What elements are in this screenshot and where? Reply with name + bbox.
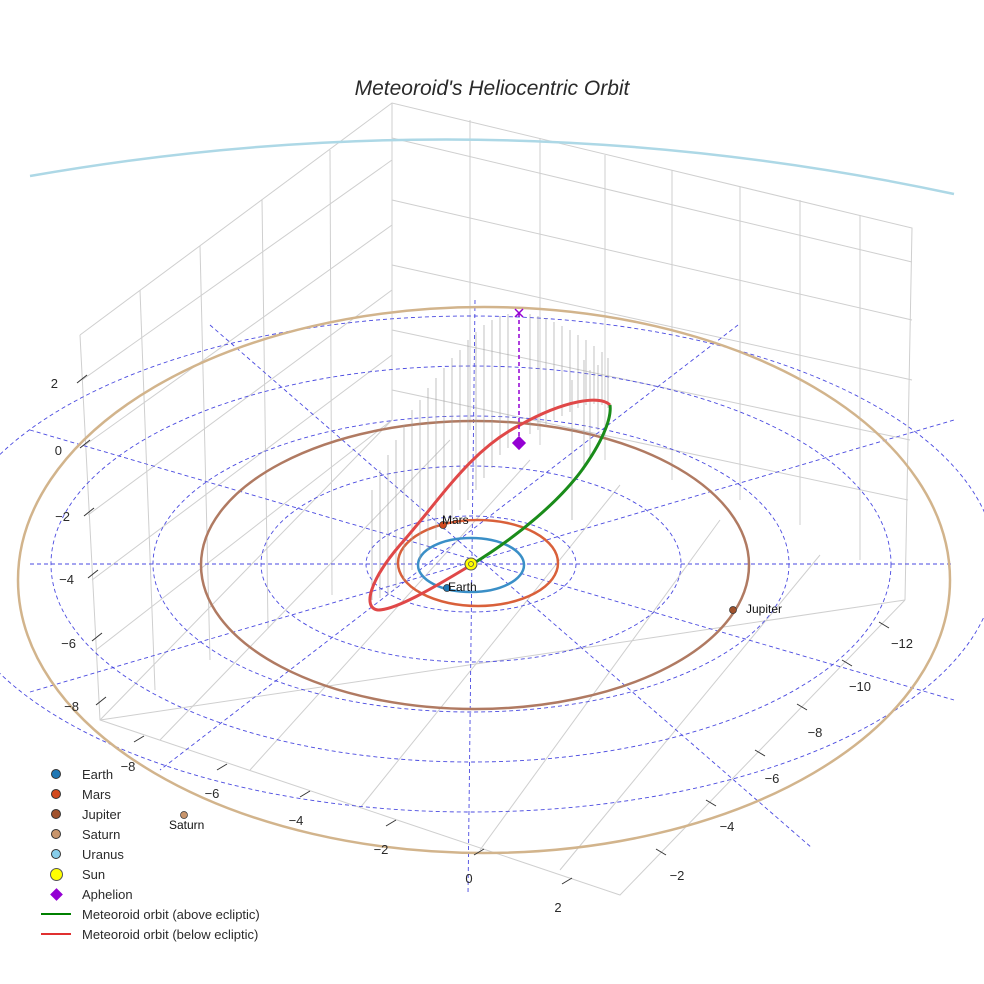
saturn-legend-dot [51,829,61,839]
y-tick: −8 [121,759,136,774]
aphelion-legend-diamond [49,887,63,901]
earth-marker [443,584,451,592]
x-tick: −12 [891,636,913,651]
saturn-orbit [16,305,952,855]
z-tick: −2 [55,509,70,524]
y-tick: −6 [205,786,220,801]
chart-legend: Earth Mars Jupiter Saturn Uranus Sun Aph… [38,764,260,944]
x-tick: −8 [808,725,823,740]
z-axis: 2 0 −2 −4 −6 −8 [51,374,107,714]
mars-marker [439,521,447,529]
y-tick: 0 [465,871,472,886]
z-tick: −6 [61,636,76,651]
mars-orbit [396,518,560,608]
sun-marker [464,557,478,571]
aphelion-top-cross [514,308,524,318]
legend-item-orbit-above[interactable]: Meteoroid orbit (above ecliptic) [38,904,260,924]
saturn-label: Saturn [169,818,204,832]
legend-item-earth[interactable]: Earth [38,764,260,784]
z-tick: −8 [64,699,79,714]
legend-item-mars[interactable]: Mars [38,784,260,804]
jupiter-legend-dot [51,809,61,819]
orbit-drop-lines [371,314,609,600]
axis-box-grid [79,102,913,896]
x-tick: −10 [849,679,871,694]
orbit-below-legend-line [41,933,71,935]
earth-legend-dot [51,769,61,779]
jupiter-orbit [199,419,751,711]
uranus-orbit [29,138,955,196]
z-tick: −4 [59,572,74,587]
x-tick: −2 [670,868,685,883]
sun-core [468,561,474,567]
chart-title: Meteoroid's Heliocentric Orbit [355,77,631,100]
mars-legend-dot [51,789,61,799]
y-tick: −4 [289,813,304,828]
y-tick: −2 [374,842,389,857]
uranus-legend-dot [51,849,61,859]
x-axis: −12 −10 −8 −6 −4 −2 [655,621,913,883]
legend-item-saturn[interactable]: Saturn [38,824,260,844]
x-tick: −4 [720,819,735,834]
planet-orbits [16,305,952,855]
sun-legend-dot [49,867,63,881]
legend-item-orbit-below[interactable]: Meteoroid orbit (below ecliptic) [38,924,260,944]
legend-item-jupiter[interactable]: Jupiter [38,804,260,824]
planet-markers: Earth Mars Jupiter Saturn [169,513,782,832]
x-tick: −6 [765,771,780,786]
mars-label: Mars [442,513,469,527]
meteoroid-orbit-above [470,404,612,567]
z-tick: 2 [51,376,58,391]
saturn-marker [180,811,188,819]
legend-item-uranus[interactable]: Uranus [38,844,260,864]
legend-item-sun[interactable]: Sun [38,864,260,884]
meteoroid-orbit-below [368,398,612,612]
y-axis: −8 −6 −4 −2 0 2 [121,735,573,915]
earth-orbit [416,536,526,594]
z-tick: 0 [55,443,62,458]
jupiter-label: Jupiter [746,602,782,616]
aphelion-marker [511,435,527,451]
reference-axes [29,299,955,896]
earth-label: Earth [448,580,477,594]
y-tick: 2 [554,900,561,915]
jupiter-marker [729,606,737,614]
legend-item-aphelion[interactable]: Aphelion [38,884,260,904]
orbit-above-legend-line [41,913,71,915]
